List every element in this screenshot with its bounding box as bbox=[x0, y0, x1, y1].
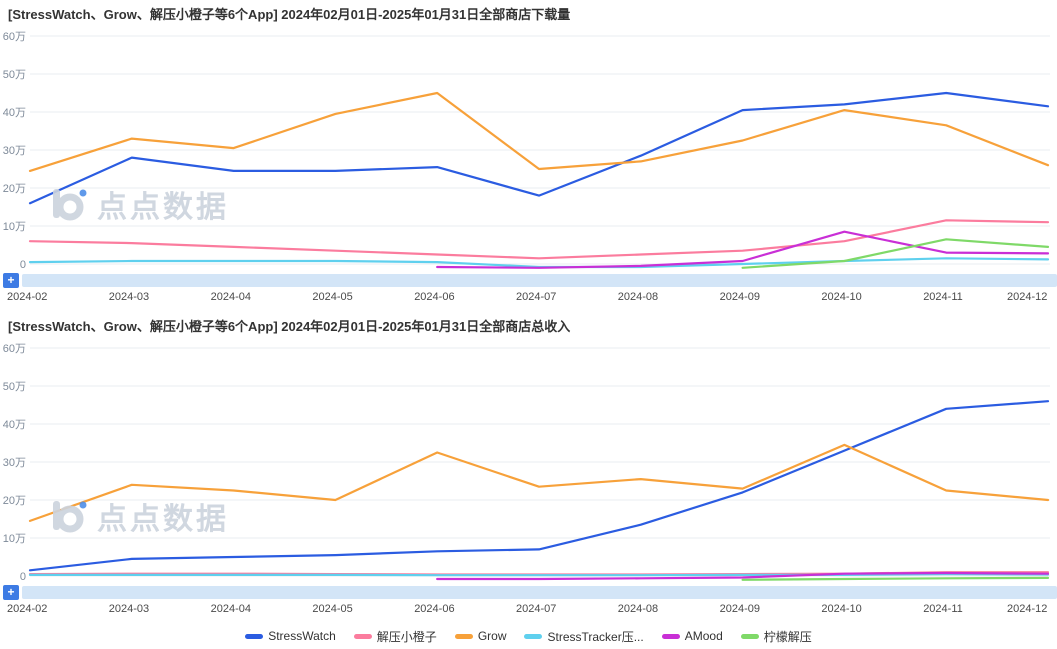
x-axis-tick: 2024-08 bbox=[617, 603, 659, 615]
x-axis-tick: 2024-09 bbox=[719, 291, 760, 303]
x-axis-tick: 2024-07 bbox=[516, 603, 557, 615]
series-line[interactable] bbox=[741, 238, 1050, 269]
x-axis-tick: 2024-11 bbox=[923, 603, 963, 615]
y-axis-tick: 40万 bbox=[3, 419, 26, 431]
x-axis-tick: 2024-06 bbox=[414, 291, 455, 303]
legend-item[interactable]: StressWatch bbox=[245, 629, 336, 643]
datazoom-row: + bbox=[0, 584, 1057, 600]
x-axis-tick: 2024-05 bbox=[312, 603, 353, 615]
series-line[interactable] bbox=[28, 443, 1050, 522]
x-axis-tick: 2024-10 bbox=[821, 603, 862, 615]
revenue-chart-title: [StressWatch、Grow、解压小橙子等6个App] 2024年02月0… bbox=[8, 319, 571, 334]
plot-canvas: 60万 50万 40万 30万 20万 10万 0 bbox=[3, 343, 1050, 583]
x-axis-tick: 2024-06 bbox=[414, 603, 455, 615]
x-axis-tick: 2024-07 bbox=[516, 291, 557, 303]
legend-marker-icon bbox=[353, 633, 372, 639]
series-line[interactable] bbox=[28, 219, 1050, 260]
y-axis-tick: 10万 bbox=[3, 221, 26, 233]
x-axis-tick: 2024-02 bbox=[7, 291, 48, 303]
y-axis-tick: 0 bbox=[20, 571, 26, 583]
legend-label: Grow bbox=[477, 629, 507, 643]
x-axis-tick: 2024-04 bbox=[210, 291, 251, 303]
datazoom-row: + bbox=[0, 272, 1057, 288]
series-line[interactable] bbox=[28, 91, 1050, 172]
datazoom-slider[interactable] bbox=[22, 585, 1057, 599]
legend-marker-icon bbox=[740, 633, 759, 639]
x-axis-tick: 2024-04 bbox=[210, 603, 251, 615]
series-line[interactable] bbox=[28, 400, 1050, 572]
downloads-chart-title: [StressWatch、Grow、解压小橙子等6个App] 2024年02月0… bbox=[8, 7, 571, 22]
legend-label: 解压小橙子 bbox=[376, 629, 437, 644]
x-axis-tick: 2024-11 bbox=[923, 291, 963, 303]
chart-legend: StressWatch 解压小橙子 Grow StressTracker压... AMo… bbox=[0, 624, 1057, 648]
y-axis-tick: 60万 bbox=[3, 31, 26, 43]
series-line[interactable] bbox=[741, 576, 1050, 581]
y-axis-tick: 30万 bbox=[3, 457, 26, 469]
legend-item[interactable]: Grow bbox=[454, 629, 507, 643]
x-axis-tick: 2024-03 bbox=[108, 291, 150, 303]
series-line[interactable] bbox=[28, 257, 1050, 269]
revenue-plot-area: 点点数据 60万 50万 40万 30万 20万 10万 0 bbox=[0, 338, 1057, 584]
legend-item[interactable]: AMood bbox=[661, 629, 723, 643]
series-line[interactable] bbox=[28, 573, 1050, 577]
x-axis: 2024-02 2024-03 2024-04 2024-05 2024-06 2024-… bbox=[0, 600, 1057, 620]
legend-label: 柠檬解压 bbox=[763, 629, 812, 644]
x-axis: 2024-02 2024-03 2024-04 2024-05 2024-06 2024-… bbox=[0, 288, 1057, 308]
legend-label: StressWatch bbox=[268, 629, 336, 643]
x-axis-tick: 2024-05 bbox=[312, 291, 353, 303]
legend-item[interactable]: 柠檬解压 bbox=[740, 628, 812, 645]
plot-canvas: 60万 50万 40万 30万 20万 10万 0 bbox=[3, 31, 1050, 271]
y-axis-tick: 60万 bbox=[3, 343, 26, 355]
legend-marker-icon bbox=[661, 633, 680, 639]
x-axis-tick: 2024-09 bbox=[719, 603, 760, 615]
x-axis-tick: 2024-12 bbox=[1007, 603, 1048, 615]
x-axis-tick: 2024-02 bbox=[7, 603, 48, 615]
series-line[interactable] bbox=[436, 571, 1050, 581]
legend-marker-icon bbox=[524, 633, 543, 639]
revenue-chart-section: [StressWatch、Grow、解压小橙子等6个App] 2024年02月0… bbox=[0, 312, 1057, 620]
legend-marker-icon bbox=[245, 633, 264, 639]
zoom-add-button[interactable]: + bbox=[3, 584, 19, 600]
downloads-chart-section: [StressWatch、Grow、解压小橙子等6个App] 2024年02月0… bbox=[0, 0, 1057, 308]
y-axis-tick: 50万 bbox=[3, 69, 26, 81]
legend-item[interactable]: StressTracker压... bbox=[524, 628, 644, 645]
series-line[interactable] bbox=[436, 230, 1050, 269]
x-axis-tick: 2024-10 bbox=[821, 291, 862, 303]
legend-item[interactable]: 解压小橙子 bbox=[353, 628, 437, 645]
legend-marker-icon bbox=[454, 633, 473, 639]
series-line[interactable] bbox=[28, 91, 1050, 205]
legend-label: StressTracker压... bbox=[547, 629, 644, 644]
x-axis-tick: 2024-03 bbox=[108, 603, 150, 615]
y-axis-tick: 10万 bbox=[3, 533, 26, 545]
x-axis-tick: 2024-12 bbox=[1007, 291, 1048, 303]
y-axis-tick: 20万 bbox=[3, 495, 26, 507]
y-axis-tick: 20万 bbox=[3, 183, 26, 195]
legend-label: AMood bbox=[684, 629, 723, 643]
datazoom-slider[interactable] bbox=[22, 273, 1057, 287]
y-axis-tick: 30万 bbox=[3, 145, 26, 157]
y-axis-tick: 50万 bbox=[3, 381, 26, 393]
downloads-plot-area: 点点数据 60万 50万 40万 30万 20万 10万 0 bbox=[0, 26, 1057, 272]
y-axis-tick: 40万 bbox=[3, 107, 26, 119]
y-axis-tick: 0 bbox=[20, 259, 26, 271]
zoom-add-button[interactable]: + bbox=[3, 272, 19, 288]
x-axis-tick: 2024-08 bbox=[617, 291, 659, 303]
